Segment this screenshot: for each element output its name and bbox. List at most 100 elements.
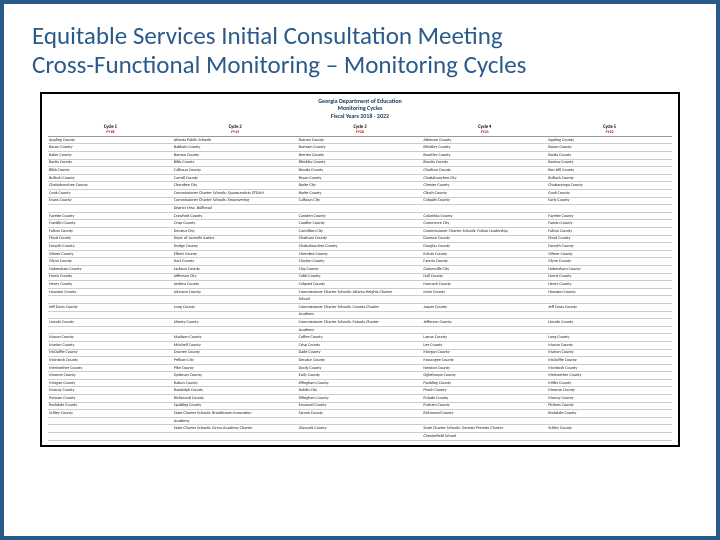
table-cell [422, 326, 547, 334]
table-cell: Oglethorpe County [422, 372, 547, 380]
table-cell: Dept. of Juvenile Justice [173, 235, 298, 243]
table-cell: Meriwether County [48, 364, 173, 372]
table-header-row: Cycle 1FY18Cycle 2FY19Cycle 3FY20Cycle 4… [48, 124, 672, 137]
table-cell: Forsyth County [48, 243, 173, 251]
fiscal-year-label: FY21 [423, 130, 546, 135]
table-cell [298, 205, 423, 213]
table-cell: Fannin County [547, 220, 672, 228]
table-cell: Jefferson City [173, 273, 298, 281]
table-row: Chesterfield School [48, 433, 672, 441]
table-cell: Spalding County [173, 402, 298, 410]
table-cell: Cobb County [298, 273, 423, 281]
table-cell: Murray County [547, 395, 672, 403]
table-cell: Madison County [173, 334, 298, 342]
table-cell: Harris County [547, 273, 672, 281]
table-cell: Mitchell County [173, 341, 298, 349]
table-row: Appling CountyAtlanta Public SchoolsBarr… [48, 136, 672, 144]
table-cell: Baker County [48, 152, 173, 160]
table-cell: Berrien County [298, 152, 423, 160]
table-cell: Dade County [298, 349, 423, 357]
table-row: Harris CountyJefferson CityCobb CountyHa… [48, 273, 672, 281]
table-cell: Bacon County [547, 144, 672, 152]
table-cell: Cherokee City [173, 182, 298, 190]
table-cell: Bartram County [298, 144, 423, 152]
table-row: Baker CountyBarrow CountyBerrien CountyB… [48, 152, 672, 160]
table-cell: Calhoun County [173, 167, 298, 175]
table-row: Murray CountyRandolph CountyDublin CityP… [48, 387, 672, 395]
table-cell: Crawford County [173, 212, 298, 220]
table-cell: Pelham City [173, 357, 298, 365]
table-cell: McDuffie County [547, 357, 672, 365]
table-cell: Houston County [547, 288, 672, 296]
table-row: Houston CountyJohnson CountyCommissioner… [48, 288, 672, 296]
slide-title: Equitable Services Initial Consultation … [32, 22, 688, 80]
table-cell: Brantley County [422, 152, 547, 160]
table-row: Schley CountyState Charter Schools: Broo… [48, 410, 672, 418]
fiscal-year-label: FY18 [49, 130, 172, 135]
table-cell: Habersham County [48, 265, 173, 273]
table-cell: Chester County [422, 182, 547, 190]
table-row: Academy [48, 311, 672, 319]
table-cell: Clinch County [422, 190, 547, 198]
table-cell: Appling County [547, 136, 672, 144]
table-cell [48, 433, 173, 441]
table-cell [547, 326, 672, 334]
table-row: School [48, 296, 672, 304]
table-cell: Clayton County [298, 258, 423, 266]
table-cell: Newton County [422, 364, 547, 372]
table-cell [173, 296, 298, 304]
table-cell: Bartow County [547, 159, 672, 167]
table-row: Floyd CountyDept. of Juvenile JusticeCha… [48, 235, 672, 243]
table-cell: Crisp County [173, 220, 298, 228]
table-cell [547, 311, 672, 319]
table-cell: Lincoln County [48, 319, 173, 327]
table-cell: McIntosh County [48, 357, 173, 365]
table-cell: Decatur County [298, 357, 423, 365]
table-container: Georgia Department of Education Monitori… [40, 92, 680, 447]
fiscal-year-label: FY20 [299, 130, 422, 135]
table-row: Academy [48, 326, 672, 334]
table-cell: Chatham County [298, 235, 423, 243]
table-cell: Bibb County [48, 167, 173, 175]
table-cell: Fannin County [422, 258, 547, 266]
table-row: Forsyth CountyDodge CountyChattahoochee … [48, 243, 672, 251]
table-cell: Glynn County [48, 258, 173, 266]
table-row: Morgan CountyRabun CountyEffingham Count… [48, 379, 672, 387]
table-cell [422, 311, 547, 319]
column-header: Cycle 5FY22 [547, 124, 672, 137]
doc-years: Fiscal Years 2018 - 2022 [48, 113, 672, 121]
table-cell: Commerce City [422, 220, 547, 228]
table-row: Chattahoochee CountyCherokee CityBurke C… [48, 182, 672, 190]
table-cell: Marion County [547, 349, 672, 357]
table-cell: State Charter Schools: Cirrus Academy Ch… [173, 425, 298, 433]
table-cell [422, 205, 547, 213]
table-cell: Henry County [48, 281, 173, 289]
table-cell [298, 417, 423, 425]
table-cell: Chattahoochee County [48, 182, 173, 190]
table-cell: Forsyth County [547, 243, 672, 251]
table-cell [422, 296, 547, 304]
table-cell: Carrollton City [298, 228, 423, 236]
table-row: Jeff Davis CountyLong CountyCommissioner… [48, 303, 672, 311]
table-cell: Long County [547, 334, 672, 342]
table-row: Banks CountyBibb CountyBleckley CountyBr… [48, 159, 672, 167]
table-cell: Macon County [48, 334, 173, 342]
table-cell: Liberty County [173, 319, 298, 327]
table-cell: Early County [547, 197, 672, 205]
table-row: District Misc. Bullhead [48, 205, 672, 213]
table-cell: Pike County [173, 364, 298, 372]
table-cell: Putnam County [422, 402, 547, 410]
table-cell: Macon County [547, 341, 672, 349]
table-cell: Burke City [298, 182, 423, 190]
table-row: Putnam CountyRichmond CountyEffingham Co… [48, 395, 672, 403]
table-cell: Morgan County [48, 379, 173, 387]
table-cell: School [298, 296, 423, 304]
table-cell: Miller County [547, 379, 672, 387]
table-cell: Harris County [48, 273, 173, 281]
table-cell: Hall County [422, 273, 547, 281]
table-cell: Bulloch County [547, 174, 672, 182]
table-cell: Jasper County [422, 303, 547, 311]
table-cell: Houston County [48, 288, 173, 296]
column-header: Cycle 2FY19 [173, 124, 298, 137]
table-cell: Murray County [48, 387, 173, 395]
